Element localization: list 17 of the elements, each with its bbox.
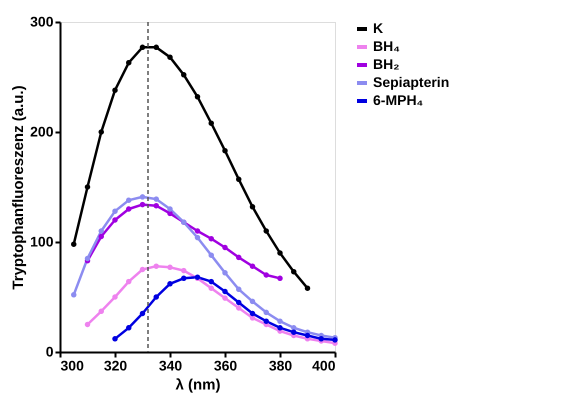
legend-label: BH₄ [373, 38, 400, 54]
legend-label: BH₂ [373, 56, 400, 72]
x-axis-title: λ (nm) [176, 376, 221, 394]
x-tick-label: 340 [158, 358, 182, 374]
x-tick-label: 360 [214, 358, 238, 374]
y-axis-title: Tryptophanfluoreszenz (a.u.) [10, 85, 28, 290]
y-tick-label: 0 [46, 344, 54, 360]
y-tick-label: 300 [30, 14, 54, 30]
x-tick-label: 380 [268, 358, 292, 374]
legend-label: Sepiapterin [373, 74, 450, 90]
y-tick-label: 200 [30, 124, 54, 140]
x-tick-label: 400 [312, 358, 336, 374]
legend-label: 6-MPH₄ [373, 92, 424, 108]
x-tick-label: 300 [60, 358, 84, 374]
x-tick-label: 320 [104, 358, 128, 374]
legend-label: K [373, 20, 384, 36]
y-tick-label: 100 [30, 234, 54, 250]
